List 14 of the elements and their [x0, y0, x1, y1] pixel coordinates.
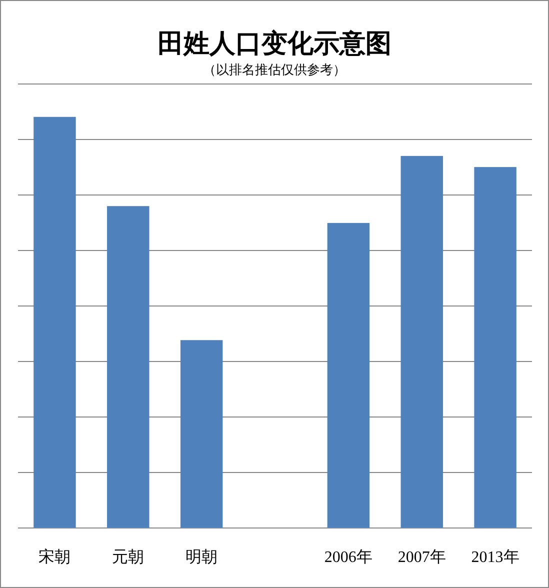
bar	[34, 116, 76, 528]
chart-title: 田姓人口变化示意图	[158, 29, 392, 58]
x-tick-label: 明朝	[186, 548, 218, 566]
x-tick-label: 2007年	[398, 549, 446, 566]
bar	[327, 222, 370, 528]
bar	[400, 156, 443, 528]
x-tick-label: 元朝	[112, 548, 144, 566]
x-tick-label: 宋朝	[38, 548, 71, 566]
bar	[180, 340, 223, 528]
bar	[107, 206, 150, 528]
bar	[474, 167, 516, 528]
x-tick-label: 2013年	[471, 549, 520, 566]
chart-subtitle: （以排名推估仅供参考）	[203, 62, 346, 77]
x-tick-label: 2006年	[324, 549, 372, 566]
